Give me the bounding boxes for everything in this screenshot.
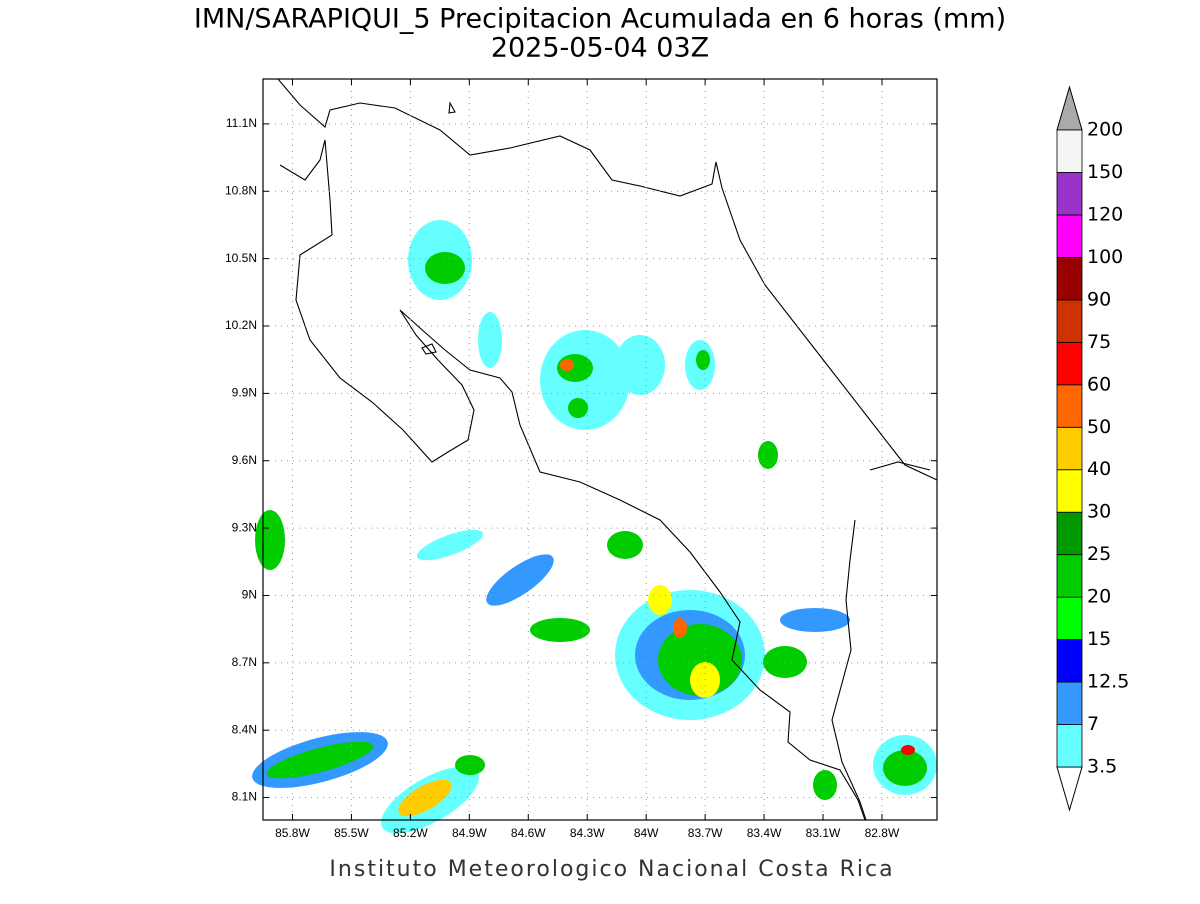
colorbar-label: 150 xyxy=(1087,161,1123,183)
border xyxy=(831,461,931,821)
rain-area xyxy=(266,741,374,779)
lat-tick-label: 8.1N xyxy=(232,790,257,804)
rain-area xyxy=(568,398,588,418)
coastlines xyxy=(277,78,938,821)
rain-area xyxy=(763,646,807,678)
colorbar-box xyxy=(1056,681,1083,725)
rain-area xyxy=(478,312,502,368)
colorbar-box xyxy=(1056,341,1083,386)
colorbar-label: 100 xyxy=(1087,246,1123,268)
lat-tick-label: 10.5N xyxy=(225,251,257,265)
colorbar-box xyxy=(1056,724,1083,768)
precipitation-field xyxy=(252,220,937,834)
colorbar-label: 25 xyxy=(1087,543,1111,565)
rain-area xyxy=(758,441,778,469)
colorbar-label: 120 xyxy=(1087,203,1123,225)
rain-area xyxy=(690,662,720,698)
rain-area xyxy=(901,745,915,755)
colorbar-box xyxy=(1056,639,1083,683)
lon-tick-label: 85.2W xyxy=(393,826,428,840)
colorbar-box xyxy=(1056,256,1083,301)
colorbar-label: 30 xyxy=(1087,501,1111,523)
lon-tick-label: 82.8W xyxy=(865,826,900,840)
lat-tick-label: 9.9N xyxy=(232,386,257,400)
lat-tick-label: 9.6N xyxy=(232,453,257,467)
rain-area xyxy=(673,618,687,638)
lat-tick-label: 9N xyxy=(242,588,257,602)
colorbar-label: 40 xyxy=(1087,458,1111,480)
lat-tick-label: 8.4N xyxy=(232,722,257,736)
lon-tick-label: 83.4W xyxy=(747,826,782,840)
colorbar-label: 20 xyxy=(1087,586,1111,608)
island xyxy=(421,101,456,355)
lon-tick-label: 83.7W xyxy=(688,826,723,840)
rain-area xyxy=(615,335,665,395)
rain-area xyxy=(607,531,643,559)
rain-area xyxy=(648,585,672,615)
lon-tick-label: 84.6W xyxy=(511,826,546,840)
colorbar-label: 7 xyxy=(1087,713,1099,735)
colorbar-box xyxy=(1056,214,1083,258)
rain-area xyxy=(658,624,742,696)
colorbar-box xyxy=(1056,129,1083,173)
rain-area xyxy=(780,608,850,632)
colorbar-box xyxy=(1056,596,1083,641)
lon-tick-label: 84.9W xyxy=(452,826,487,840)
lon-tick-label: 85.8W xyxy=(275,826,310,840)
lon-tick-label: 84.3W xyxy=(570,826,605,840)
lon-tick-label: 85.5W xyxy=(334,826,369,840)
colorbar-label: 200 xyxy=(1087,119,1123,141)
rain-area xyxy=(455,755,485,775)
lat-tick-label: 8.7N xyxy=(232,655,257,669)
rain-area xyxy=(883,750,927,786)
colorbar-label: 75 xyxy=(1087,331,1111,353)
lon-tick-label: 84W xyxy=(634,826,659,840)
rain-area xyxy=(486,554,554,606)
rain-area xyxy=(255,510,285,570)
plot-area: 85.8W 85.5W 85.2W 84.9W 84.6W 84.3W 84W 83.7W 83… xyxy=(225,78,938,840)
rain-area xyxy=(425,252,465,284)
rain-area xyxy=(560,359,574,371)
colorbar-box xyxy=(1056,469,1083,513)
colorbar-label: 60 xyxy=(1087,373,1111,395)
colorbar-box xyxy=(1056,511,1083,556)
lat-tick-label: 10.2N xyxy=(225,318,257,332)
colorbar-box xyxy=(1056,426,1083,471)
coastline xyxy=(279,139,866,821)
colorbar-label: 15 xyxy=(1087,628,1111,650)
colorbar-box xyxy=(1056,384,1083,428)
colorbar-box xyxy=(1056,554,1083,598)
lon-tick-label: 83.1W xyxy=(806,826,841,840)
colorbar-label: 90 xyxy=(1087,288,1111,310)
rain-area xyxy=(540,330,630,430)
map-frame xyxy=(262,78,938,821)
colorbar-box xyxy=(1056,299,1083,343)
rain-area xyxy=(813,770,837,800)
footer: Instituto Meteorologico Nacional Costa R… xyxy=(329,857,894,882)
colorbar-label: 50 xyxy=(1087,416,1111,438)
rain-area xyxy=(416,529,484,561)
coastline xyxy=(277,78,938,481)
title: IMN/SARAPIQUI_5 Precipitacion Acumulada … xyxy=(194,4,1006,35)
subtitle: 2025-05-04 03Z xyxy=(491,33,709,64)
lat-tick-label: 10.8N xyxy=(225,183,257,197)
colorbar-label: 3.5 xyxy=(1087,756,1117,778)
lat-tick-label: 9.3N xyxy=(232,520,257,534)
colorbar-over xyxy=(1056,85,1083,131)
colorbar-box xyxy=(1056,172,1083,216)
colorbar: 3.5 7 12.5 15 20 25 30 40 50 60 75 90 100 120 150 200 xyxy=(1056,85,1129,812)
rain-area xyxy=(530,618,590,642)
colorbar-label: 12.5 xyxy=(1087,671,1129,693)
lat-tick-label: 11.1N xyxy=(226,116,257,130)
colorbar-under xyxy=(1056,766,1083,812)
rain-area xyxy=(696,350,710,370)
